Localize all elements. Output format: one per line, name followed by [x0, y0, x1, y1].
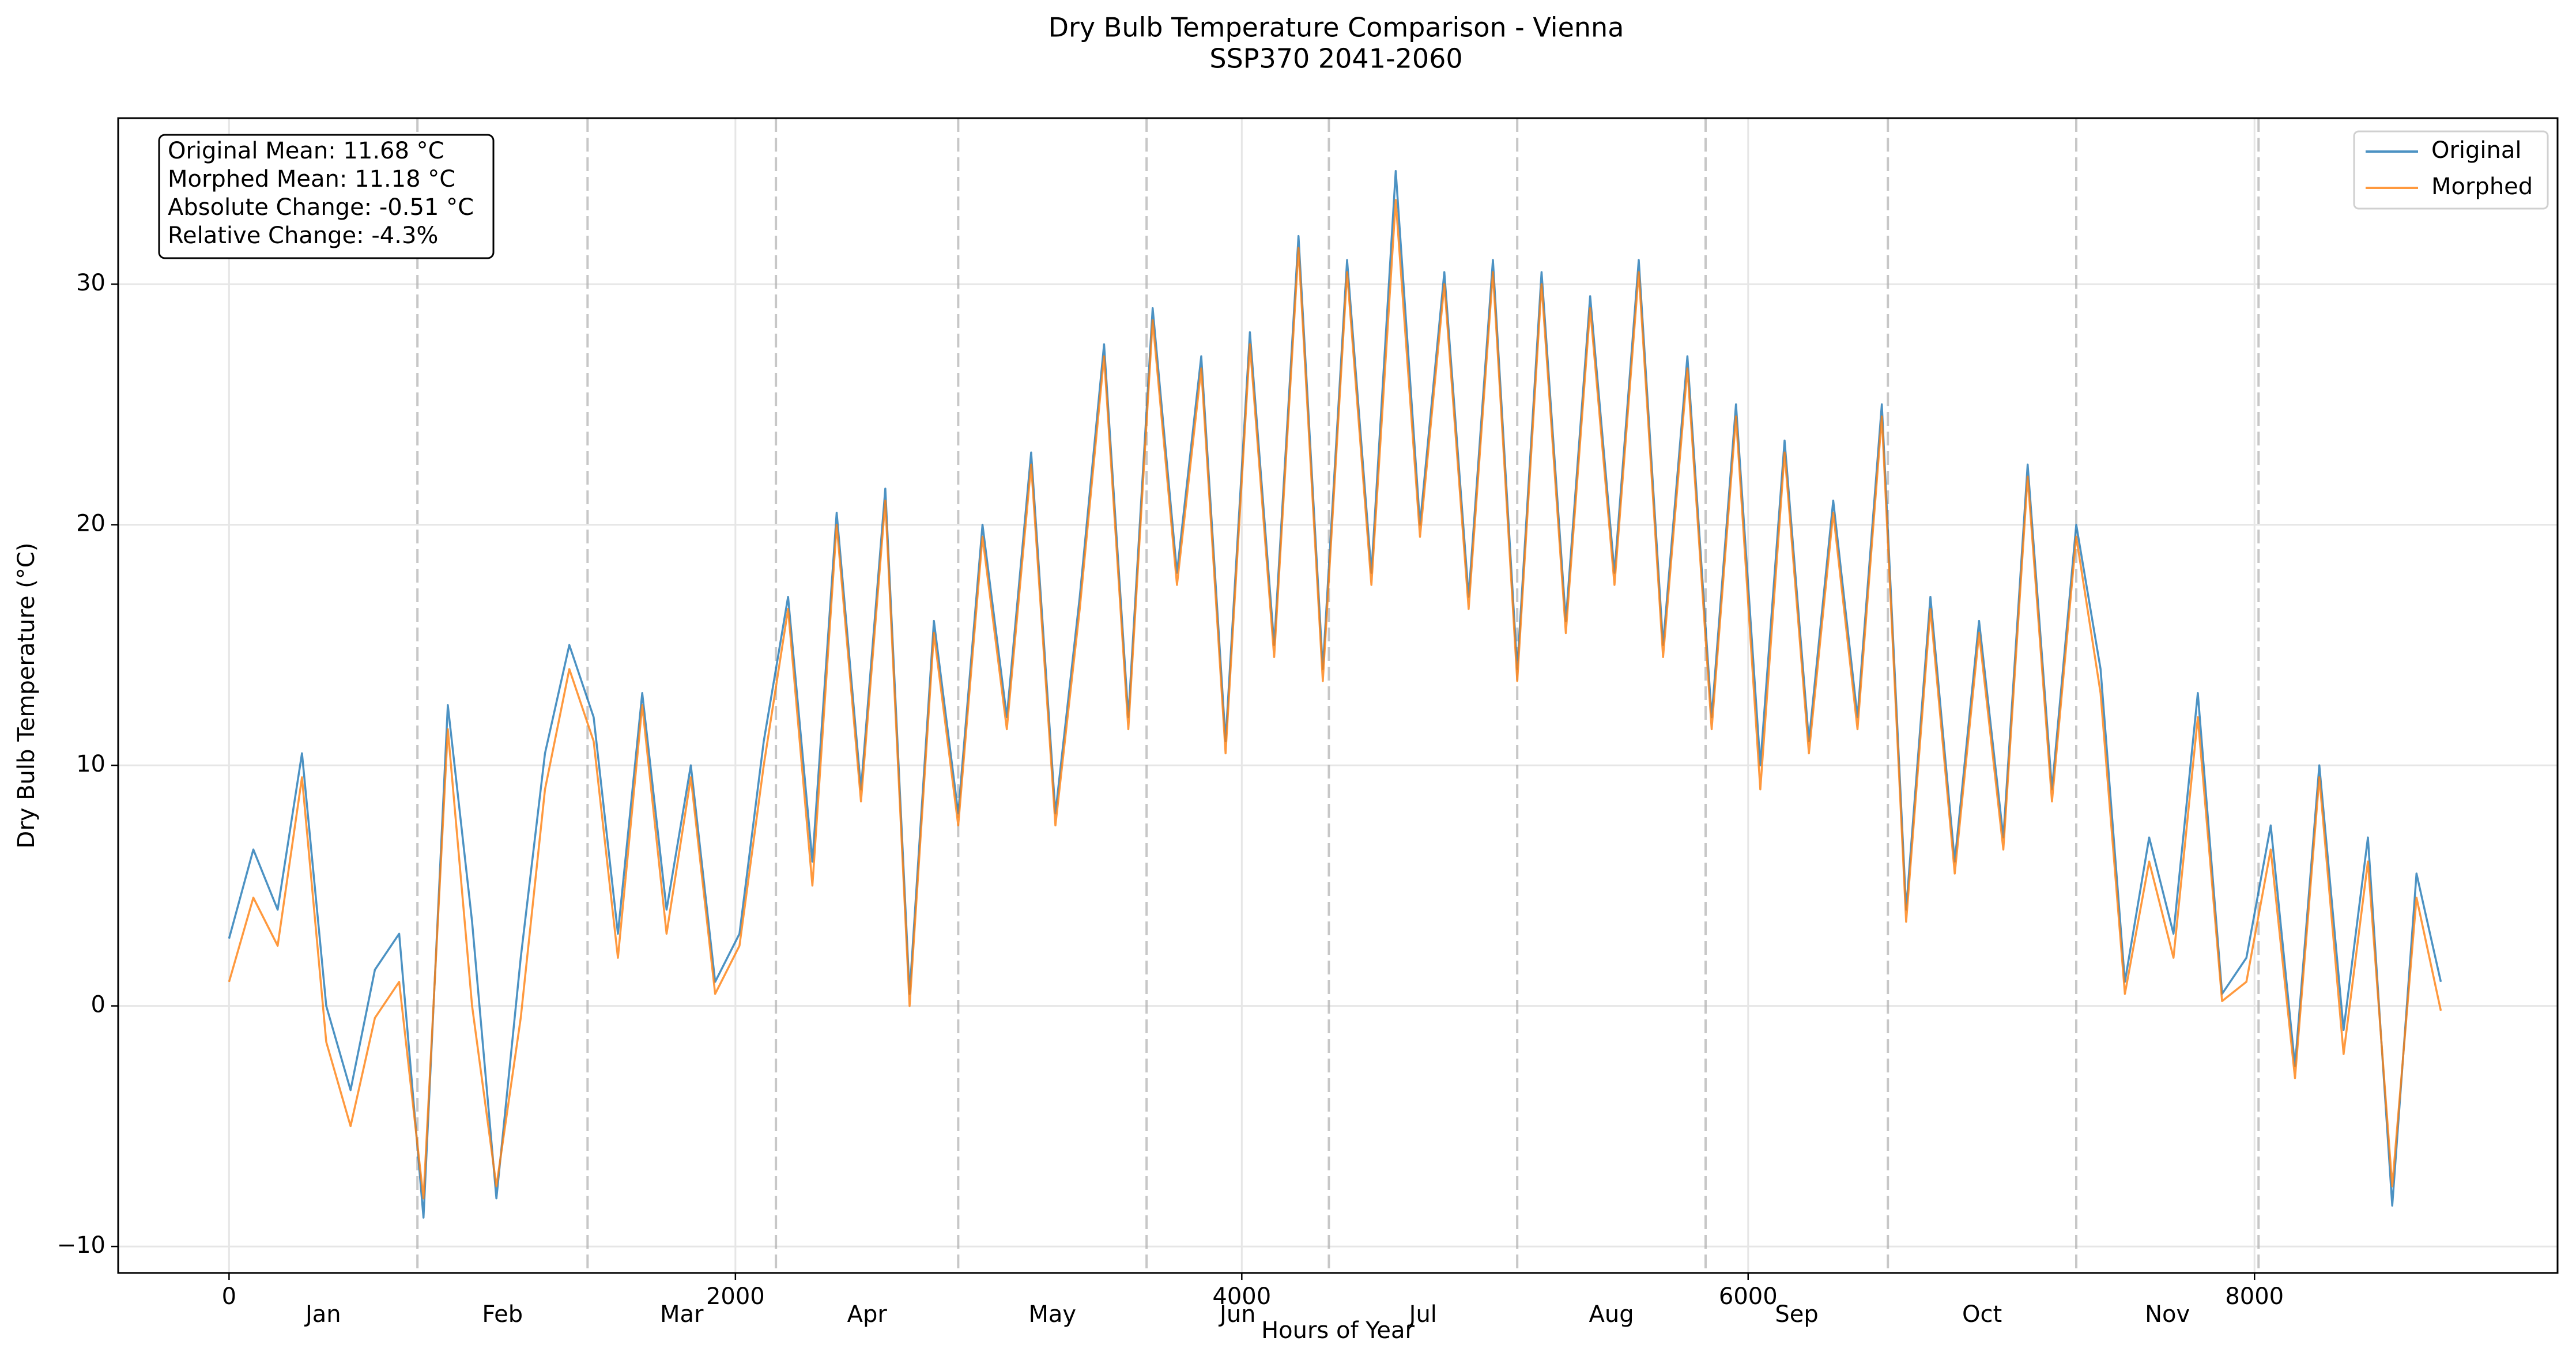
annotation-text: Relative Change: -4.3% [168, 222, 438, 249]
chart-title: Dry Bulb Temperature Comparison - Vienna [1048, 12, 1624, 43]
x-tick-label: 6000 [1719, 1283, 1778, 1310]
month-label: Oct [1962, 1301, 2002, 1328]
y-axis-label: Dry Bulb Temperature (°C) [13, 543, 40, 849]
plot-frame [117, 117, 2559, 1274]
x-tick-label: 8000 [2225, 1283, 2284, 1310]
annotation-text: Morphed Mean: 11.18 °C [168, 166, 455, 192]
y-tick-label: 20 [76, 511, 105, 537]
y-tick-label: −10 [57, 1232, 105, 1259]
month-label: Nov [2145, 1301, 2190, 1328]
month-label: Jun [1218, 1301, 1256, 1328]
y-tick-label: 0 [91, 992, 105, 1018]
month-label: May [1028, 1301, 1076, 1328]
x-tick-label: 0 [222, 1283, 236, 1310]
month-label: Aug [1589, 1301, 1634, 1328]
annotation-text: Original Mean: 11.68 °C [168, 138, 444, 164]
y-tick-label: 10 [76, 751, 105, 777]
y-tick-label: 30 [76, 270, 105, 296]
annotation-box [158, 134, 495, 259]
month-label: Jan [304, 1301, 341, 1328]
annotation-text: Absolute Change: -0.51 °C [168, 194, 474, 221]
x-axis-label: Hours of Year [1261, 1317, 1415, 1344]
month-label: Jul [1408, 1301, 1437, 1328]
series-line [228, 199, 2442, 1200]
month-label: Mar [660, 1301, 704, 1328]
month-label: Feb [482, 1301, 523, 1328]
month-label: Sep [1775, 1301, 1818, 1328]
legend-label: Original [2431, 137, 2522, 164]
x-tick-label: 4000 [1212, 1283, 1271, 1310]
x-tick-label: 2000 [706, 1283, 765, 1310]
month-label: Apr [847, 1301, 888, 1328]
series-line [228, 170, 2442, 1219]
chart-subtitle: SSP370 2041-2060 [1209, 43, 1462, 74]
legend-label: Morphed [2431, 173, 2533, 200]
